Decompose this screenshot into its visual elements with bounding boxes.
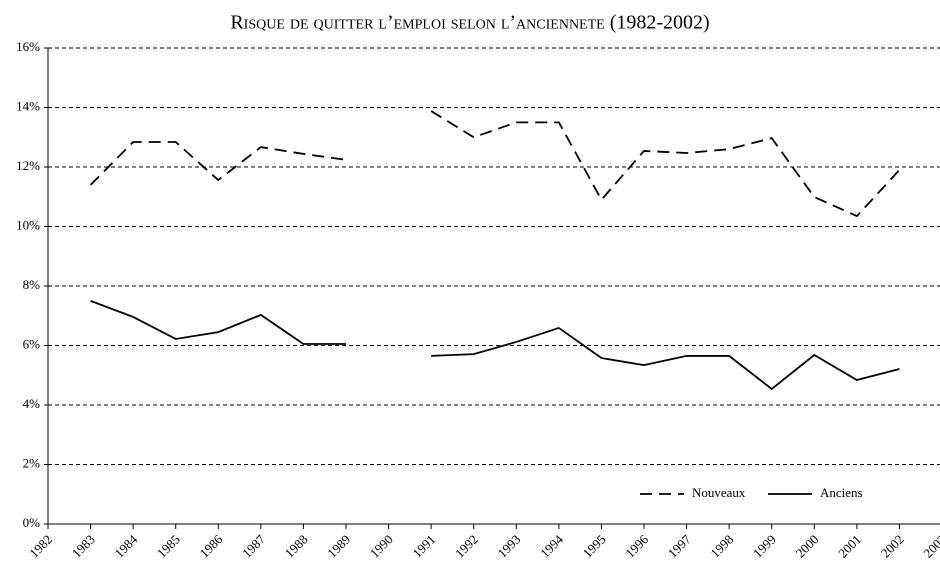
series-line — [430, 110, 901, 218]
x-tick-label: 1998 — [707, 532, 736, 561]
y-tick-label: 4% — [23, 396, 41, 411]
series-line — [89, 141, 347, 186]
y-tick-label: 2% — [23, 455, 41, 470]
x-tick-label: 1996 — [622, 531, 651, 560]
y-tick-label: 14% — [16, 98, 40, 113]
x-tick-label: 1982 — [26, 532, 55, 561]
x-tick-label: 1986 — [197, 531, 226, 560]
y-tick-label: 16% — [16, 39, 40, 54]
x-tick-label: 1993 — [495, 532, 524, 561]
y-tick-label: 8% — [23, 277, 41, 292]
legend-label: Anciens — [820, 485, 863, 500]
y-tick-label: 0% — [23, 515, 41, 530]
x-tick-label: 1987 — [239, 531, 268, 560]
series-line — [431, 326, 900, 391]
x-tick-label: 1989 — [324, 532, 353, 561]
x-tick-label: 1991 — [409, 532, 438, 561]
x-tick-label: 1999 — [750, 532, 779, 561]
x-tick-label: 1983 — [69, 532, 98, 561]
y-tick-label: 12% — [16, 158, 40, 173]
x-tick-label: 1994 — [537, 531, 566, 560]
x-tick-label: 1997 — [665, 531, 694, 560]
x-tick-label: 2000 — [793, 532, 822, 561]
x-tick-label: 1992 — [452, 532, 481, 561]
x-tick-label: 2002 — [878, 532, 907, 561]
chart-title: Risque de quitter l’emploi selon l’ancie… — [230, 12, 709, 34]
series-line — [90, 300, 346, 345]
x-tick-label: 1990 — [367, 532, 396, 561]
x-tick-label: 1985 — [154, 532, 183, 561]
x-tick-label: 1984 — [111, 531, 140, 560]
y-tick-label: 10% — [16, 217, 40, 232]
y-tick-label: 6% — [23, 336, 41, 351]
x-tick-label: 1995 — [580, 532, 609, 561]
x-tick-label: 2001 — [835, 532, 864, 561]
x-tick-label: 2003 — [920, 532, 940, 561]
legend-label: Nouveaux — [692, 485, 746, 500]
x-tick-label: 1988 — [282, 532, 311, 561]
